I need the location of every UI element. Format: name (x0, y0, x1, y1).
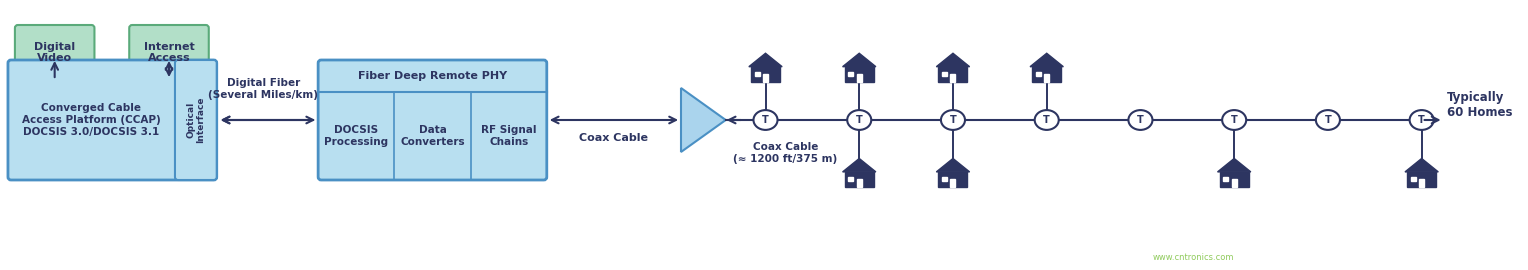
Text: T: T (1137, 115, 1144, 125)
Text: T: T (949, 115, 957, 125)
Text: Data
Converters: Data Converters (400, 125, 465, 147)
Polygon shape (845, 172, 874, 187)
Polygon shape (1218, 158, 1251, 172)
Polygon shape (845, 67, 874, 82)
Text: Digital Fiber
(Several Miles/km): Digital Fiber (Several Miles/km) (208, 78, 318, 100)
Ellipse shape (753, 110, 778, 130)
Text: Coax Cable
(≈ 1200 ft/375 m): Coax Cable (≈ 1200 ft/375 m) (733, 142, 837, 164)
Ellipse shape (941, 110, 966, 130)
Text: Optical
Interface: Optical Interface (186, 97, 206, 143)
Bar (762, 74, 769, 82)
Bar (943, 72, 947, 76)
FancyBboxPatch shape (176, 60, 217, 180)
Ellipse shape (1316, 110, 1340, 130)
Text: T: T (856, 115, 863, 125)
Text: T: T (1325, 115, 1331, 125)
Text: Digital
Video: Digital Video (34, 42, 75, 63)
Polygon shape (937, 158, 970, 172)
Ellipse shape (1128, 110, 1152, 130)
Polygon shape (1030, 53, 1063, 67)
Polygon shape (842, 158, 876, 172)
Bar (1420, 180, 1424, 187)
Bar (1036, 72, 1041, 76)
Polygon shape (752, 67, 779, 82)
Bar (1410, 177, 1416, 181)
FancyBboxPatch shape (318, 60, 547, 180)
Ellipse shape (1034, 110, 1059, 130)
FancyBboxPatch shape (130, 25, 209, 80)
Polygon shape (1033, 67, 1060, 82)
Polygon shape (842, 53, 876, 67)
Text: RF Signal
Chains: RF Signal Chains (481, 125, 536, 147)
Bar (1232, 180, 1236, 187)
Text: www.cntronics.com: www.cntronics.com (1152, 253, 1233, 262)
Ellipse shape (1410, 110, 1433, 130)
Text: Fiber Deep Remote PHY: Fiber Deep Remote PHY (358, 71, 507, 81)
Text: DOCSIS
Processing: DOCSIS Processing (324, 125, 388, 147)
FancyBboxPatch shape (15, 25, 95, 80)
Polygon shape (1406, 158, 1438, 172)
Bar (857, 180, 862, 187)
Text: Converged Cable
Access Platform (CCAP)
DOCSIS 3.0/DOCSIS 3.1: Converged Cable Access Platform (CCAP) D… (21, 103, 160, 137)
Bar (1224, 177, 1229, 181)
Text: T: T (762, 115, 769, 125)
Bar (857, 74, 862, 82)
Text: T: T (1418, 115, 1426, 125)
Bar (848, 177, 854, 181)
Polygon shape (1407, 172, 1436, 187)
Text: T: T (1230, 115, 1238, 125)
Polygon shape (938, 67, 967, 82)
Text: Coax Cable: Coax Cable (579, 133, 648, 143)
Bar (950, 74, 955, 82)
FancyBboxPatch shape (8, 60, 217, 180)
Bar (755, 72, 759, 76)
Polygon shape (749, 53, 782, 67)
Bar (943, 177, 947, 181)
Polygon shape (938, 172, 967, 187)
Text: Typically
60 Homes: Typically 60 Homes (1447, 91, 1513, 119)
Ellipse shape (847, 110, 871, 130)
Polygon shape (937, 53, 970, 67)
Text: T: T (1044, 115, 1050, 125)
Bar (848, 72, 854, 76)
Bar (950, 180, 955, 187)
Polygon shape (681, 88, 726, 152)
Text: Internet
Access: Internet Access (144, 42, 194, 63)
Bar (1044, 74, 1050, 82)
Polygon shape (1219, 172, 1248, 187)
Ellipse shape (1222, 110, 1247, 130)
